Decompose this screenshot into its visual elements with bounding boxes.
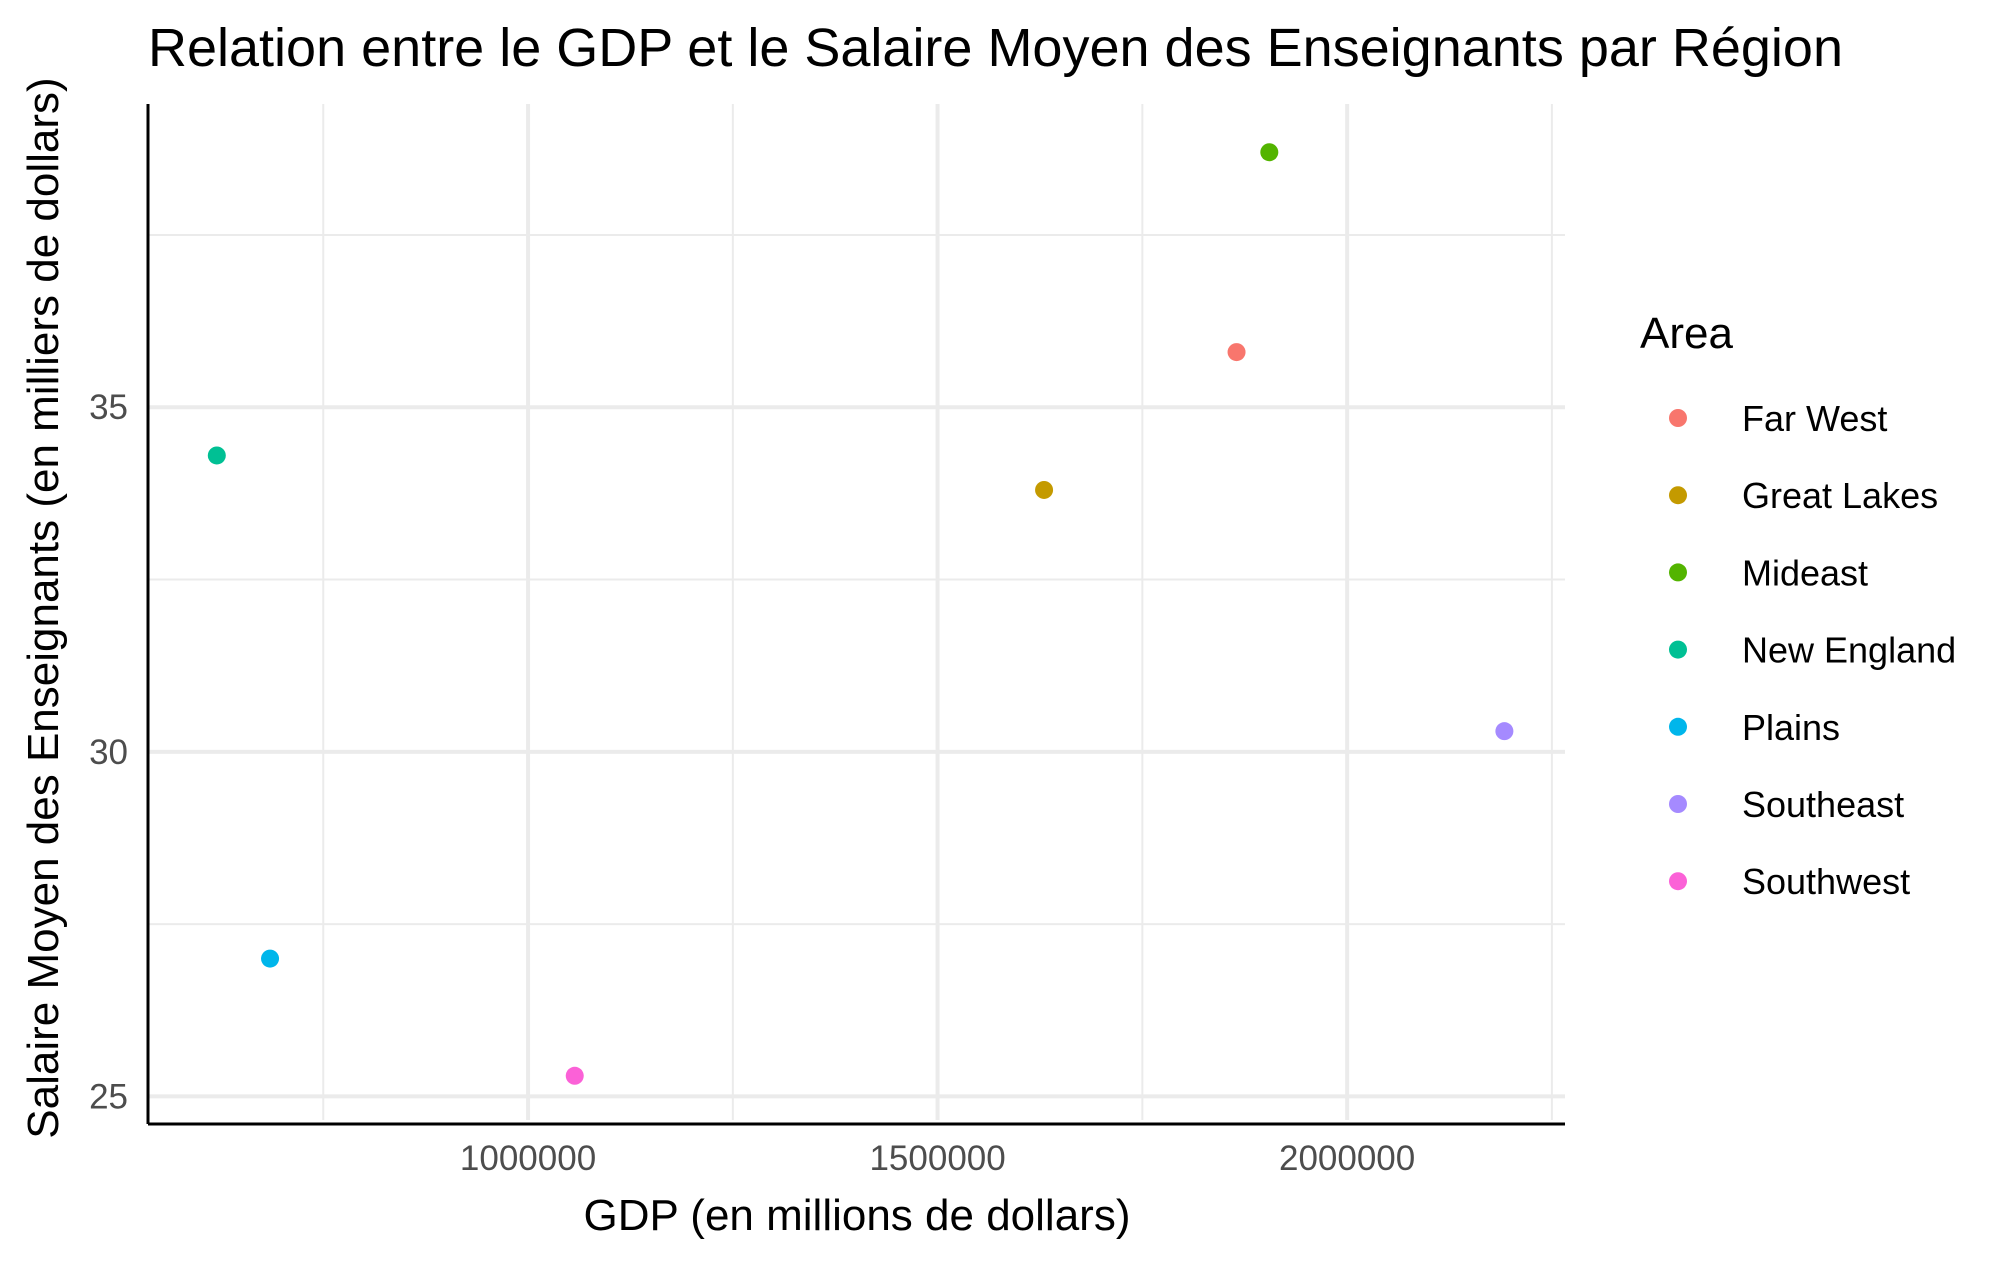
legend-label-southeast: Southeast <box>1742 784 1904 825</box>
legend-key-far-west <box>1669 409 1687 427</box>
y-axis-title: Salaire Moyen des Enseignants (en millie… <box>19 77 68 1138</box>
axes <box>146 104 1565 1126</box>
legend-items: Far West Great Lakes Mideast New England Pla… <box>1669 398 1956 902</box>
legend-label-far-west: Far West <box>1742 398 1887 439</box>
data-points <box>207 143 1514 1085</box>
legend-key-great-lakes <box>1669 486 1687 505</box>
legend-key-southwest <box>1669 872 1687 891</box>
legend-label-southwest: Southwest <box>1742 861 1910 902</box>
legend: Area Far West Great Lakes Mideast New Engla… <box>1640 309 1956 902</box>
data-point-great-lakes <box>1035 480 1054 499</box>
x-tick-label: 1500000 <box>869 1139 1005 1178</box>
tick-labels: 1000000 1500000 2000000 25 30 35 <box>89 388 1415 1178</box>
legend-key-southeast <box>1669 795 1687 813</box>
legend-label-great-lakes: Great Lakes <box>1742 475 1938 516</box>
x-axis-title: GDP (en millions de dollars) <box>584 1191 1131 1240</box>
y-tick-label: 25 <box>89 1077 128 1116</box>
y-tick-label: 35 <box>89 388 128 427</box>
data-point-far-west <box>1227 343 1246 362</box>
legend-key-new-england <box>1669 640 1687 659</box>
data-point-mideast <box>1260 143 1279 162</box>
legend-label-mideast: Mideast <box>1742 552 1868 593</box>
data-point-southwest <box>565 1066 584 1085</box>
legend-key-mideast <box>1669 563 1687 582</box>
legend-label-plains: Plains <box>1742 707 1840 748</box>
x-tick-label: 2000000 <box>1279 1139 1415 1178</box>
legend-title: Area <box>1640 309 1733 358</box>
legend-key-plains <box>1669 717 1687 736</box>
x-tick-label: 1000000 <box>460 1139 596 1178</box>
legend-label-new-england: New England <box>1742 630 1956 671</box>
data-point-southeast <box>1495 722 1514 741</box>
grid-lines <box>148 104 1565 1120</box>
data-point-plains <box>261 949 280 968</box>
chart-title: Relation entre le GDP et le Salaire Moye… <box>148 18 1843 78</box>
y-tick-label: 30 <box>89 733 128 772</box>
data-point-new-england <box>207 446 226 465</box>
